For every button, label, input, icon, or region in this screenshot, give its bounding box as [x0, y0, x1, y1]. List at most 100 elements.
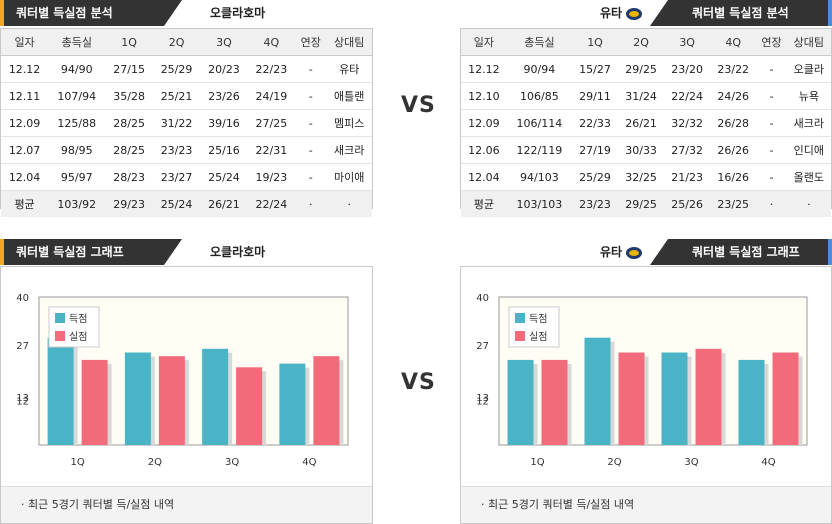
table-cell: 25/16 — [200, 136, 248, 164]
table-cell: 12.07 — [1, 136, 49, 164]
right-footnote-text: 최근 5경기 쿼터별 득/실점 내역 — [488, 498, 635, 511]
left-graph-team-label: 오클라호마 — [210, 245, 266, 259]
table-cell: 12.04 — [461, 163, 507, 191]
jazz-logo-icon — [626, 7, 643, 20]
left-stat-table-box: 일자 총득실 1Q 2Q 3Q 4Q 연장 상대팀 12.12 94/90 27/15 25/29 20… — [0, 28, 373, 217]
right-graph-team-label: 유타 — [600, 245, 623, 259]
table-cell: 12.06 — [461, 136, 507, 164]
table-cell: 94/103 — [506, 163, 572, 191]
bar-scored — [47, 337, 74, 445]
bar-allowed — [81, 359, 108, 445]
average-cell: · — [295, 190, 327, 217]
table-cell: 27/15 — [105, 55, 153, 83]
table-cell: 28/23 — [105, 163, 153, 191]
bar-allowed — [772, 352, 799, 445]
bar-scored — [507, 359, 534, 445]
table-cell: 마이애 — [326, 163, 372, 191]
table-row: 12.04 95/97 28/23 23/27 25/24 19/23- 마이애 — [1, 163, 372, 191]
table-row: 12.10 106/85 29/11 31/24 22/24 24/26- 뉴욕 — [461, 82, 831, 110]
bar-scored — [279, 363, 306, 445]
right-graph-team: 유타 — [600, 239, 643, 265]
column-header: 연장 — [295, 29, 327, 56]
table-cell: 23/27 — [152, 163, 201, 191]
table-row: 12.09 106/114 22/33 26/21 32/32 26/28- 새크라 — [461, 109, 831, 137]
table-cell: 22/23 — [247, 55, 296, 83]
legend-swatch — [515, 313, 525, 323]
table-row: 12.09 125/88 28/25 31/22 39/16 27/25- 멤피스 — [1, 109, 372, 137]
table-cell: 21/23 — [664, 163, 711, 191]
table-cell: 25/29 — [152, 55, 201, 83]
x-tick-label: 3Q — [225, 457, 239, 468]
table-cell: 98/95 — [48, 136, 106, 164]
table-cell: 새크라 — [326, 136, 372, 164]
table-cell: 23/22 — [710, 55, 757, 83]
average-cell: 25/24 — [152, 190, 201, 217]
left-footnote: · 최근 5경기 쿼터별 득/실점 내역 — [1, 486, 372, 523]
left-graph-team: 오클라호마 — [210, 239, 265, 265]
table-cell: 35/28 — [105, 82, 153, 110]
column-header: 일자 — [461, 29, 507, 56]
x-tick-label: 4Q — [302, 457, 316, 468]
table-row: 12.04 94/103 25/29 32/25 21/23 16/26- 올랜도 — [461, 163, 831, 191]
table-cell: 39/16 — [200, 109, 248, 137]
table-row: 12.06 122/119 27/19 30/33 27/32 26/26- 인디애 — [461, 136, 831, 164]
bar-scored — [738, 359, 765, 445]
vs-label-top: VS — [401, 93, 436, 118]
average-cell: 22/24 — [247, 190, 296, 217]
table-cell: 16/26 — [710, 163, 757, 191]
left-stat-table: 일자 총득실 1Q 2Q 3Q 4Q 연장 상대팀 12.12 94/90 27/15 25/29 20… — [1, 29, 372, 217]
right-analysis-tab: 쿼터별 득실점 분석 — [650, 0, 832, 26]
table-cell: - — [756, 109, 787, 137]
table-cell: 29/25 — [618, 55, 665, 83]
table-cell: 25/24 — [200, 163, 248, 191]
tab-accent — [0, 0, 4, 26]
column-header: 2Q — [618, 29, 665, 56]
table-cell: 12.12 — [461, 55, 507, 83]
bar-allowed — [618, 352, 645, 445]
table-cell: - — [295, 136, 327, 164]
table-cell: 29/11 — [572, 82, 619, 110]
left-graph-tab: 쿼터별 득실점 그래프 — [0, 239, 182, 265]
legend-swatch — [55, 331, 65, 341]
average-cell: 23/25 — [710, 190, 757, 217]
table-cell: 28/25 — [105, 109, 153, 137]
table-cell: 27/25 — [247, 109, 296, 137]
average-cell: 25/26 — [664, 190, 711, 217]
table-cell: 멤피스 — [326, 109, 372, 137]
legend-label: 득점 — [529, 313, 547, 325]
average-cell: 103/103 — [506, 190, 572, 217]
table-cell: 애틀랜 — [326, 82, 372, 110]
x-tick-label: 1Q — [530, 457, 544, 468]
bar-scored — [584, 337, 611, 445]
y-tick-label: 12 — [16, 397, 29, 408]
bar-scored — [202, 348, 229, 445]
table-cell: - — [295, 55, 327, 83]
right-stat-table-box: 일자 총득실 1Q 2Q 3Q 4Q 연장 상대팀 12.12 90/94 15/27 29/25 23… — [460, 28, 832, 217]
column-header: 총득실 — [506, 29, 572, 56]
table-cell: 125/88 — [48, 109, 106, 137]
table-cell: 23/20 — [664, 55, 711, 83]
table-cell: 12.04 — [1, 163, 49, 191]
table-cell: 12.10 — [461, 82, 507, 110]
table-row: 12.11 107/94 35/28 25/21 23/26 24/19- 애틀랜 — [1, 82, 372, 110]
left-footnote-text: 최근 5경기 쿼터별 득/실점 내역 — [28, 498, 175, 511]
table-row: 12.12 94/90 27/15 25/29 20/23 22/23- 유타 — [1, 55, 372, 83]
average-cell: 29/25 — [618, 190, 665, 217]
left-chart-box: 12 13 27 40 1Q 2Q 3Q 4Q 득점 실점 · 최근 5경기 쿼터별 득/실점 내… — [0, 266, 373, 524]
average-cell: 평균 — [1, 190, 49, 217]
table-cell: 12.09 — [461, 109, 507, 137]
table-cell: 23/26 — [200, 82, 248, 110]
table-cell: - — [756, 136, 787, 164]
table-cell: 22/24 — [664, 82, 711, 110]
right-graph-title: 쿼터별 득실점 그래프 — [692, 245, 800, 259]
left-analysis-title: 쿼터별 득실점 분석 — [16, 6, 113, 20]
table-cell: 94/90 — [48, 55, 106, 83]
bar-scored — [661, 352, 688, 445]
average-cell: 103/92 — [48, 190, 106, 217]
table-cell: - — [756, 163, 787, 191]
table-cell: 31/22 — [152, 109, 201, 137]
column-header: 1Q — [572, 29, 619, 56]
